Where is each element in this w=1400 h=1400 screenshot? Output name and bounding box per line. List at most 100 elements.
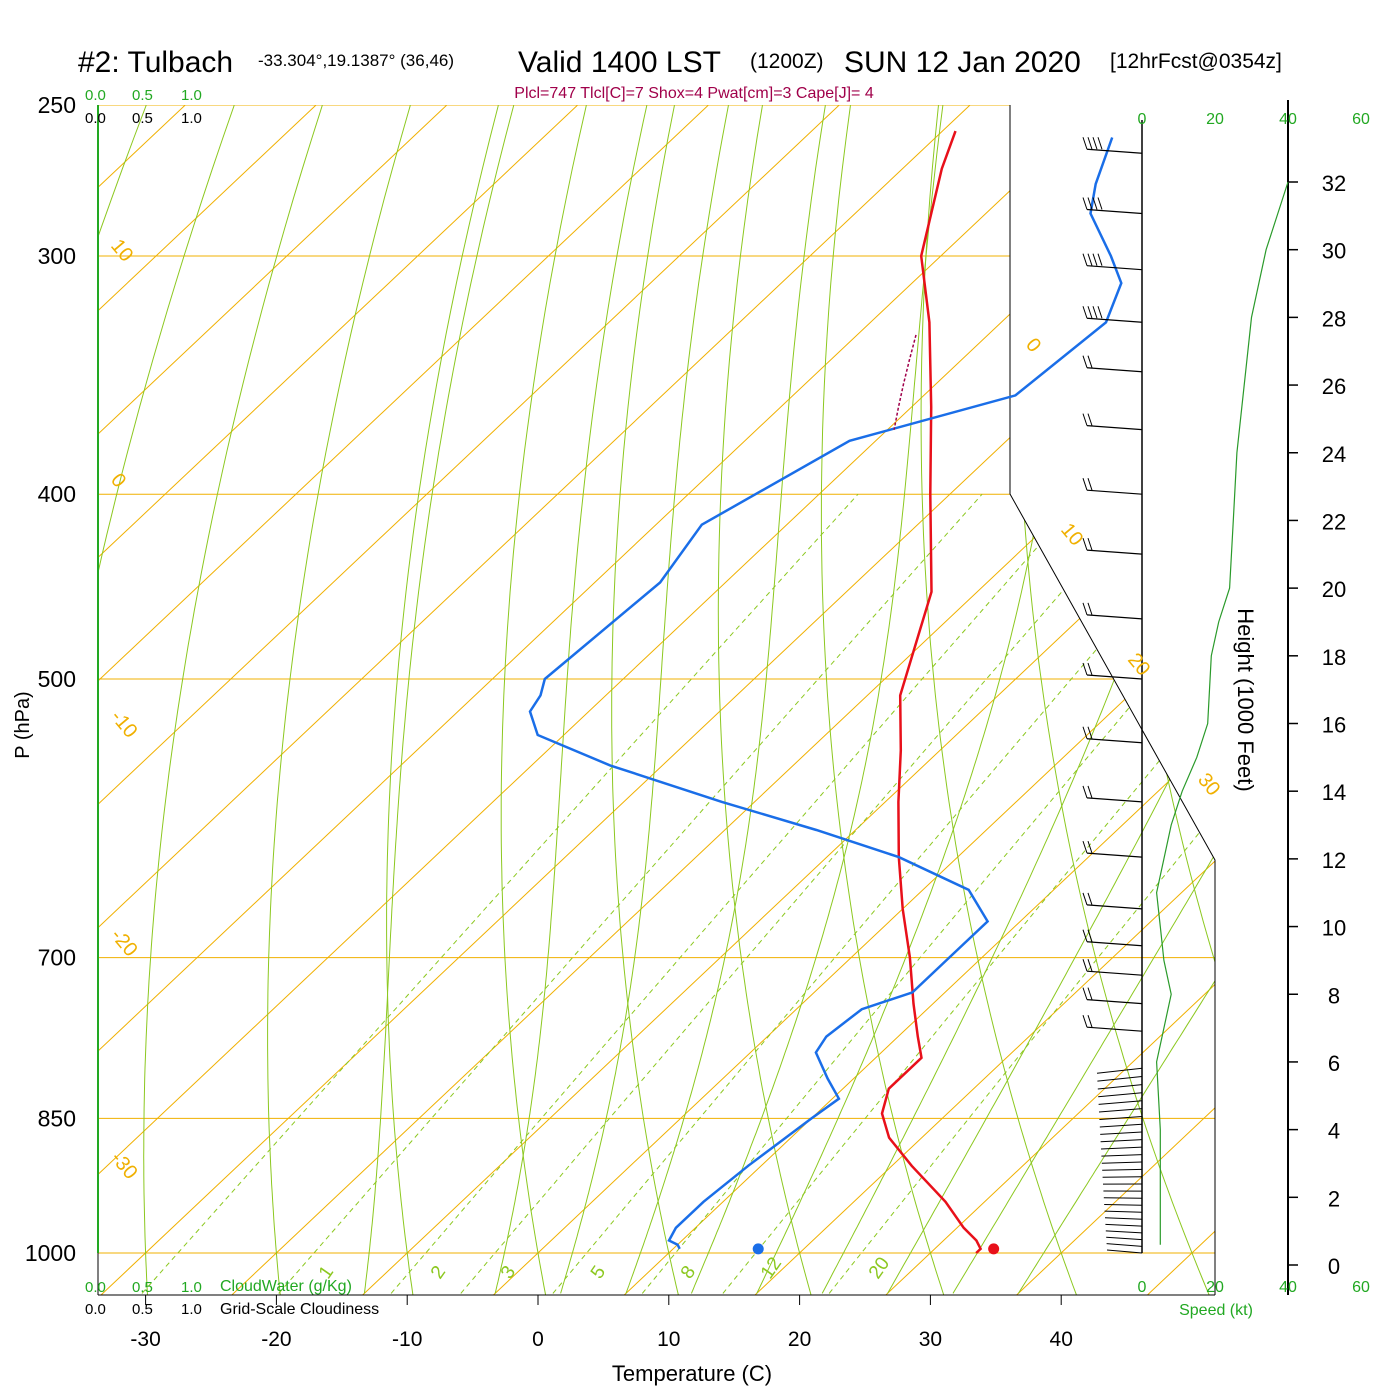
cloud-scale-bottom-green-1: 0.5	[132, 1279, 153, 1296]
dry-adiabat-line	[1201, 105, 1215, 1295]
wind-barb-flag	[1087, 306, 1093, 319]
speed-tick-label-bottom: 40	[1279, 1279, 1297, 1296]
wind-barb-flag	[1087, 413, 1093, 426]
wind-barb-flag	[1082, 662, 1088, 676]
mixing-ratio-label: 3	[497, 1262, 520, 1283]
isotherm-line	[715, 105, 1215, 1295]
wind-barb-low	[1097, 1075, 1143, 1082]
wind-barb	[1086, 852, 1143, 858]
wind-barb-low	[1098, 1100, 1143, 1105]
wind-barb-flag	[1082, 253, 1088, 266]
wind-barb-flag	[1092, 253, 1098, 266]
isotherm-label: 10	[106, 235, 137, 266]
x-tick-label: -20	[261, 1328, 291, 1351]
mixing-ratio-line	[641, 493, 1215, 1294]
speed-tick-label-bottom: 0	[1138, 1279, 1147, 1296]
mixing-ratio-line	[390, 493, 1085, 1294]
parcel-path-line	[893, 334, 917, 430]
wind-barb	[1086, 797, 1143, 803]
mixing-ratio-line	[828, 493, 1215, 1294]
station-title: #2: Tulbach	[78, 46, 233, 79]
wind-barb	[1086, 970, 1143, 976]
speed-tick-label-bottom: 20	[1206, 1279, 1224, 1296]
cloud-scale-top-black-0: 0.0	[85, 110, 106, 127]
wind-barb-flag	[1082, 987, 1088, 1000]
wind-barb-flag	[1082, 478, 1088, 491]
wind-barb-flag	[1082, 840, 1088, 854]
surface-dewpoint-marker	[752, 1243, 764, 1255]
surface-temperature-marker	[988, 1243, 1000, 1255]
dry-adiabat-line	[611, 105, 688, 1295]
x-tick-label: -10	[392, 1328, 422, 1351]
pressure-tick-label: 700	[38, 945, 76, 971]
wind-barb-flag	[1087, 840, 1093, 854]
wind-barb-flag	[1097, 197, 1103, 210]
cloud-scale-bottom-black-2: 1.0	[181, 1301, 202, 1318]
temperature-profile-line	[880, 130, 983, 1254]
height-tick-label: 32	[1322, 171, 1346, 196]
moist-adiabat-line	[690, 105, 944, 1294]
wind-barb-flag	[1087, 892, 1093, 906]
wind-barb	[1086, 148, 1143, 154]
cloudwater-label: CloudWater (g/Kg)	[220, 1278, 352, 1295]
wind-barb-low	[1105, 1230, 1143, 1234]
wind-barb-low	[1096, 1067, 1143, 1074]
x-tick-label: 40	[1050, 1328, 1073, 1351]
speed-tick-label-top: 0	[1138, 111, 1147, 128]
zulu-time: (1200Z)	[750, 50, 824, 73]
wind-barb-flag	[1082, 537, 1088, 551]
dry-adiabat-line	[920, 105, 1092, 1295]
height-tick-label: 12	[1322, 848, 1346, 873]
cloud-scale-bottom-black-0: 0.0	[85, 1301, 106, 1318]
x-tick-label: 10	[657, 1328, 680, 1351]
wind-barb-low	[1100, 1146, 1143, 1150]
pressure-tick-label: 250	[38, 92, 76, 118]
wind-barb-low	[1106, 1236, 1143, 1241]
wind-barb	[1086, 489, 1143, 495]
wind-barb-low	[1104, 1210, 1143, 1213]
height-tick-label: 2	[1328, 1186, 1340, 1211]
wind-barb-flag	[1082, 785, 1088, 799]
wind-barb	[1086, 674, 1143, 680]
wind-barb-low	[1099, 1115, 1143, 1121]
mixing-ratio-line	[722, 493, 1215, 1294]
wind-barb-low	[1102, 1176, 1143, 1178]
wind-barb-low	[1097, 1084, 1143, 1090]
pressure-tick-label: 400	[38, 481, 76, 507]
parcel-indices: Plcl=747 Tlcl[C]=7 Shox=4 Pwat[cm]=3 Cap…	[514, 85, 874, 102]
wind-barb-flag	[1092, 197, 1098, 210]
wind-barb-flag	[1082, 726, 1088, 739]
isotherm-line	[977, 105, 1215, 1295]
height-tick-label: 4	[1328, 1119, 1340, 1144]
moist-adiabat-line	[952, 105, 1215, 1294]
wind-barb-low	[1101, 1161, 1143, 1164]
wind-barb-flag	[1087, 478, 1093, 491]
wind-barb-flag	[1087, 987, 1093, 1000]
dry-adiabat-line	[1017, 105, 1215, 1295]
wind-barb	[1086, 904, 1143, 910]
mixing-ratio-line	[460, 493, 1147, 1294]
mixing-ratio-line	[141, 493, 859, 1294]
axes-labels: -30 -20 -10 0 10 20 30 402503004005007008501000…	[25, 92, 1224, 1351]
isotherm-line	[98, 105, 1215, 1295]
valid-date: SUN 12 Jan 2020	[844, 46, 1081, 79]
pressure-tick-label: 1000	[25, 1240, 76, 1266]
isotherm-line	[453, 105, 1215, 1295]
wind-barb-flag	[1082, 306, 1088, 319]
height-tick-label: 18	[1322, 645, 1346, 670]
wind-barb	[1086, 738, 1143, 744]
wind-barb-flag	[1087, 929, 1093, 942]
wind-barb-low	[1098, 1092, 1143, 1098]
wind-barb-flag	[1082, 197, 1088, 210]
isotherm-line	[98, 105, 614, 1295]
wind-barb	[1086, 265, 1143, 271]
isotherm-label: 0	[1021, 334, 1045, 357]
wind-barb	[1086, 941, 1143, 947]
x-axis-title: Temperature (C)	[612, 1361, 772, 1386]
plot-frame	[97, 105, 1216, 1296]
wind-barb-flag	[1082, 892, 1088, 906]
height-tick-label: 16	[1322, 713, 1346, 738]
cloud-scale-bottom-green-0: 0.0	[85, 1279, 106, 1296]
isotherm-line	[192, 105, 1215, 1295]
wind-barb-flag	[1087, 662, 1093, 676]
